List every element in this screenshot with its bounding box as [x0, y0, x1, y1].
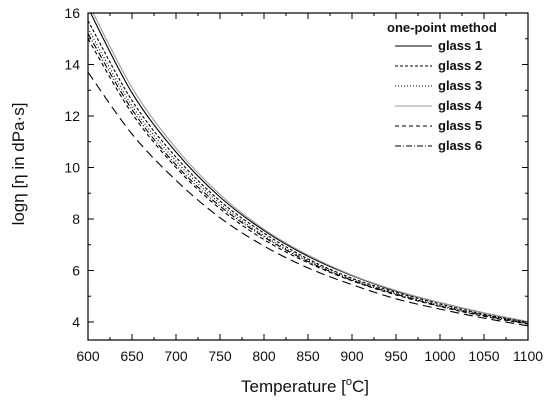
series-line-6: [88, 33, 528, 325]
x-tick-label: 600: [76, 348, 100, 364]
legend-label: glass 2: [438, 58, 482, 73]
x-tick-label: 1100: [513, 348, 543, 364]
series-layer: [88, 13, 528, 327]
y-tick-label: 12: [64, 108, 80, 124]
series-line-2: [88, 20, 528, 324]
y-tick-label: 14: [64, 56, 80, 72]
legend-label: glass 6: [438, 138, 482, 153]
x-tick-label: 1000: [424, 348, 455, 364]
x-axis-title: Temperature [oC]: [241, 376, 369, 396]
legend: one-point method glass 1 glass 2 glass 3 gl…: [387, 20, 497, 153]
y-axis-title: logη [η in dPa·s]: [9, 103, 28, 226]
legend-label: glass 3: [438, 78, 482, 93]
series-line-4: [92, 13, 528, 323]
x-tick-label: 750: [208, 348, 232, 364]
y-tick-label: 4: [72, 314, 80, 330]
series-line-1: [89, 13, 528, 323]
legend-title: one-point method: [387, 20, 497, 35]
y-tick-label: 8: [72, 211, 80, 227]
y-tick-label: 10: [64, 159, 80, 175]
y-tick-label: 6: [72, 262, 80, 278]
legend-label: glass 1: [438, 38, 482, 53]
tick-label-layer: 600 650 700 750 800 850 900 950 1000 1050 1100 4 6 8 1…: [64, 5, 543, 364]
x-tick-label: 900: [340, 348, 364, 364]
series-line-3: [88, 28, 528, 324]
x-tick-label: 1050: [468, 348, 499, 364]
x-tick-label: 650: [120, 348, 144, 364]
x-tick-label: 700: [164, 348, 188, 364]
series-line-7: [88, 71, 528, 327]
plot-frame: [87, 12, 529, 341]
x-tick-label: 950: [384, 348, 408, 364]
y-tick-label: 16: [64, 5, 80, 21]
legend-label: glass 4: [438, 98, 483, 113]
x-tick-label: 800: [252, 348, 276, 364]
legend-label: glass 5: [438, 118, 482, 133]
x-tick-label: 850: [296, 348, 320, 364]
